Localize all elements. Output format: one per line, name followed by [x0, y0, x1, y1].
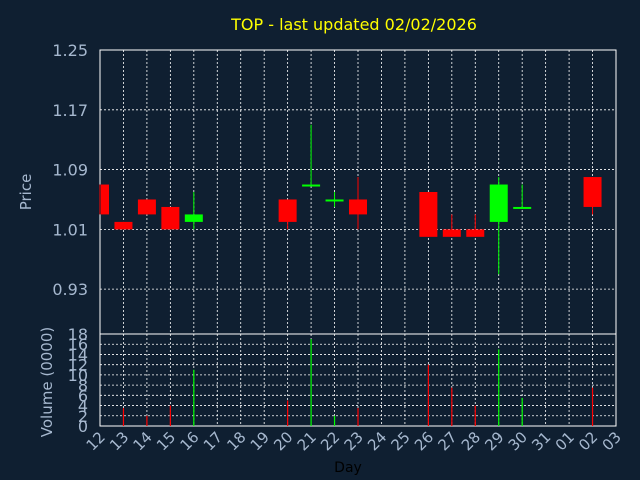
candle-body — [442, 229, 461, 237]
x-tick-label: 19 — [247, 428, 273, 454]
x-tick-label: 16 — [176, 428, 202, 454]
candle-body — [489, 184, 508, 222]
chart-title: TOP - last updated 02/02/2026 — [230, 15, 477, 34]
x-axis-label: Day — [334, 460, 362, 476]
candle-body — [101, 184, 109, 215]
price-tick-label: 0.93 — [52, 280, 88, 299]
candle-body — [184, 214, 203, 222]
candle-body — [302, 184, 321, 187]
x-tick-label: 15 — [153, 428, 179, 454]
candles — [99, 124, 602, 275]
price-panel: 1.25 1.17 1.09 1.01 0.93 — [52, 41, 617, 335]
price-tick-label: 1.17 — [52, 101, 88, 120]
x-tick-label: 29 — [481, 428, 507, 454]
price-tick-label: 1.25 — [52, 41, 88, 60]
volume-tick-label: 16 — [68, 335, 88, 354]
x-tick-labels: 1213141516171819202122232425262728293031… — [83, 428, 625, 454]
volume-tick-label: 8 — [78, 376, 88, 395]
candle-body — [278, 199, 297, 222]
x-tick-label: 24 — [364, 428, 390, 454]
volume-tick-label: 12 — [68, 356, 88, 375]
x-tick-label: 18 — [223, 428, 249, 454]
candle-body — [466, 229, 485, 237]
price-tick-labels: 1.25 1.17 1.09 1.01 0.93 — [52, 41, 88, 299]
x-tick-label: 13 — [106, 428, 132, 454]
x-tick-label: 25 — [388, 428, 414, 454]
x-tick-label: 21 — [294, 428, 320, 454]
x-tick-label: 28 — [458, 428, 484, 454]
volume-tick-label: 10 — [68, 366, 88, 385]
x-tick-label: 22 — [317, 428, 343, 454]
x-tick-label: 17 — [200, 428, 226, 454]
x-tick-label: 23 — [341, 428, 367, 454]
x-tick-label: 27 — [434, 428, 460, 454]
price-axis-label: Price — [17, 174, 35, 211]
candle-body — [161, 206, 180, 230]
x-tick-label: 26 — [411, 428, 437, 454]
volume-tick-label: 14 — [68, 345, 88, 364]
volume-tick-label: 18 — [68, 325, 88, 344]
candle-body — [513, 206, 532, 209]
candle-body — [419, 192, 438, 237]
volume-tick-label: 2 — [78, 407, 88, 426]
price-tick-label: 1.01 — [52, 220, 88, 239]
volume-bars — [122, 339, 594, 426]
x-tick-label: 03 — [599, 428, 625, 454]
volume-axis-label: Volume (0000) — [38, 327, 56, 437]
candle-body — [325, 199, 344, 202]
x-tick-label: 01 — [552, 428, 578, 454]
candle-body — [349, 199, 367, 215]
candle-body — [583, 177, 602, 207]
x-tick-label: 02 — [575, 428, 601, 454]
x-tick-label: 30 — [505, 428, 531, 454]
x-tick-label: 31 — [528, 428, 554, 454]
x-tick-label: 14 — [130, 428, 156, 454]
x-tick-label: 20 — [270, 428, 296, 454]
candle-body — [114, 221, 133, 230]
volume-tick-label: 0 — [78, 417, 88, 436]
volume-tick-label: 4 — [78, 397, 88, 416]
volume-tick-label: 6 — [78, 386, 88, 405]
candle-body — [137, 199, 156, 215]
price-tick-label: 1.09 — [52, 161, 88, 180]
